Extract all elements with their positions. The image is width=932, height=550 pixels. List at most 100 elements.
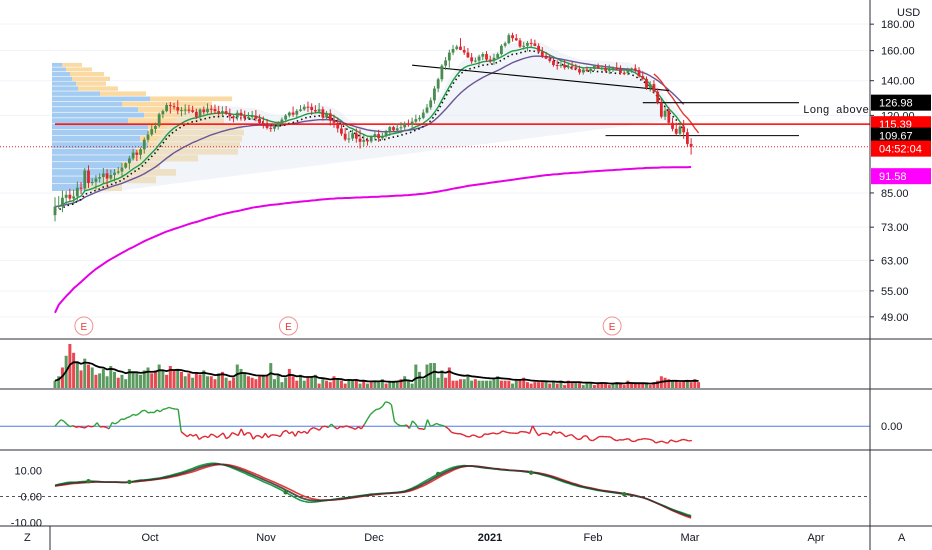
- volume-bar: [325, 380, 329, 388]
- candle-body: [399, 127, 403, 129]
- macd-cross-marker: [621, 491, 627, 497]
- oscillator-segment: [360, 423, 365, 430]
- oscillator-segment: [283, 429, 287, 433]
- candle-body: [500, 45, 503, 55]
- volume-bar: [399, 379, 403, 388]
- candle-body: [61, 197, 64, 206]
- volume-bar: [339, 380, 343, 388]
- oscillator-segment: [469, 434, 473, 438]
- candle-body: [633, 68, 637, 71]
- oscillator-segment: [574, 436, 579, 441]
- candle-body: [64, 194, 68, 198]
- earnings-marker-label: E: [609, 322, 616, 333]
- volume-profile-down: [100, 91, 146, 96]
- oscillator-segment: [499, 430, 504, 434]
- volume-bar: [142, 370, 146, 388]
- volume-bar: [618, 383, 622, 388]
- volume-bar: [473, 379, 477, 388]
- candle-body: [180, 109, 183, 111]
- candle-body: [351, 133, 354, 139]
- oscillator-segment: [490, 432, 494, 435]
- volume-bar: [622, 385, 626, 388]
- candle-body: [466, 52, 470, 58]
- oscillator-segment: [309, 427, 314, 430]
- candle-body: [522, 45, 526, 47]
- candle-body: [578, 69, 581, 73]
- volume-bar: [86, 364, 90, 388]
- candle-body: [470, 57, 474, 62]
- oscillator-segment: [676, 439, 681, 443]
- volume-bar: [75, 361, 79, 388]
- volume-bar: [228, 380, 232, 388]
- oscillator-segment: [210, 433, 215, 437]
- volume-bar: [462, 379, 466, 388]
- volume-profile-up: [52, 183, 86, 191]
- oscillator-segment: [352, 427, 356, 430]
- volume-bar: [566, 380, 570, 388]
- volume-bar: [578, 382, 582, 388]
- oscillator-segment: [381, 401, 387, 407]
- candle-body: [128, 158, 131, 164]
- oscillator-segment: [388, 401, 392, 406]
- auto-scale-button-right[interactable]: A: [898, 532, 906, 544]
- volume-bar: [183, 376, 187, 388]
- oscillator-segment: [117, 418, 122, 423]
- volume-bar: [235, 364, 239, 388]
- oscillator-segment: [216, 434, 221, 439]
- candle-body: [131, 152, 135, 159]
- volume-bar: [429, 363, 433, 388]
- time-axis-label: Nov: [256, 532, 276, 544]
- earnings-marker: [278, 316, 298, 336]
- volume-bar: [511, 383, 515, 388]
- volume-bar: [604, 383, 608, 388]
- volume-bar: [596, 383, 600, 388]
- candle-body: [284, 115, 288, 120]
- volume-bar: [518, 380, 522, 388]
- candle-body: [459, 46, 462, 50]
- oscillator-segment: [252, 435, 257, 440]
- time-axis-label: 2021: [478, 532, 502, 544]
- candle-body: [250, 115, 254, 118]
- volume-bar: [551, 380, 555, 388]
- candle-body: [496, 54, 500, 58]
- candle-body: [168, 105, 172, 107]
- oscillator-segment: [411, 420, 416, 425]
- oscillator-segment: [168, 406, 173, 410]
- macd-signal-line: [54, 463, 692, 519]
- volume-bar: [157, 364, 161, 388]
- candle-body: [637, 70, 641, 77]
- candle-body: [440, 65, 444, 80]
- moving-average-band: [55, 39, 684, 199]
- macd-cross-marker: [435, 471, 441, 477]
- volume-profile-up: [52, 101, 122, 107]
- oscillator-segment: [484, 433, 488, 436]
- candle-body: [518, 40, 522, 47]
- volume-bar: [485, 380, 489, 388]
- volume-bar: [150, 373, 154, 388]
- candle-body: [574, 67, 578, 70]
- price-axis-label: 73.00: [881, 222, 909, 234]
- candle-body: [380, 136, 384, 139]
- oscillator-segment: [426, 419, 432, 427]
- candle-body: [503, 43, 507, 46]
- candle-body: [418, 117, 421, 120]
- volume-profile-down: [86, 183, 122, 191]
- candle-body: [317, 109, 321, 112]
- candle-body: [261, 122, 265, 126]
- auto-scale-button-left[interactable]: Z: [24, 532, 31, 544]
- volume-bar: [161, 370, 165, 388]
- candle-body: [585, 69, 589, 71]
- oscillator-segment: [186, 433, 191, 438]
- oscillator-segment: [96, 422, 101, 428]
- volume-bar: [343, 383, 347, 388]
- oscillator-segment: [363, 418, 369, 425]
- macd-axis-label: 0.00: [21, 491, 42, 503]
- oscillator-segment: [451, 431, 455, 434]
- volume-profile-up: [52, 107, 138, 112]
- volume-bar: [503, 380, 507, 388]
- volume-bar: [109, 366, 113, 388]
- candle-body: [429, 100, 433, 108]
- candle-body: [295, 110, 299, 115]
- volume-bar: [202, 370, 206, 388]
